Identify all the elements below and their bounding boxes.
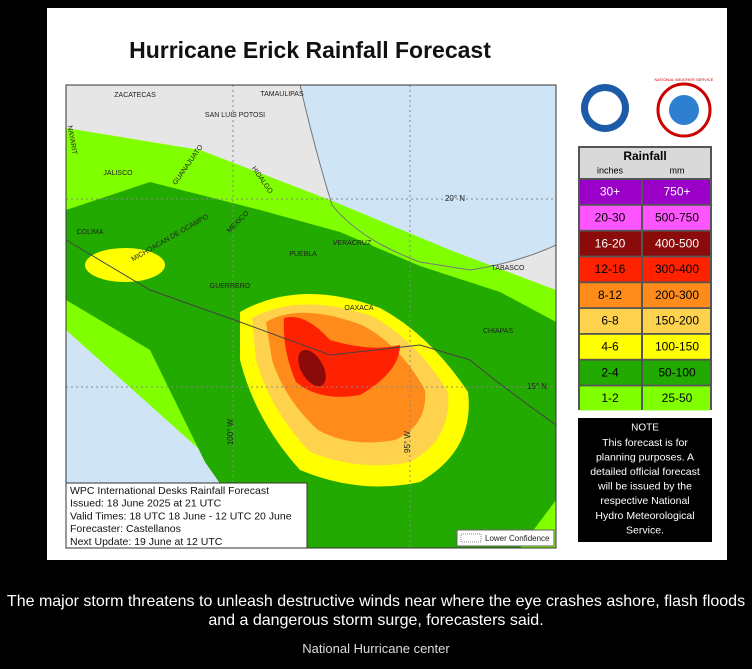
legend-swatch [643,231,710,256]
legend-mm: 25-50 [662,391,693,405]
legend-mm: 500-750 [655,210,699,224]
legend-inches: 4-6 [601,339,619,353]
legend-mm: 400-500 [655,236,699,250]
map-label: ZACATECAS [114,92,156,99]
map: ZACATECAS TAMAULIPAS SAN LUIS POTOSI NAY… [65,84,557,549]
legend-mm: 100-150 [655,339,699,353]
note-line: respective National [600,495,689,507]
legend-swatch [643,386,710,411]
legend-swatch [580,283,641,308]
info-line: Forecaster: Castellanos [70,523,181,535]
legend-mm: 50-100 [658,365,696,379]
legend-inches: 6-8 [601,314,619,328]
note-line: planning purposes. A [596,451,694,463]
legend-swatch [580,231,641,256]
legend-mm: 750+ [663,185,690,199]
legend-inches: 2-4 [601,365,619,379]
legend-swatch [643,360,710,385]
latitude-label: 20° N [445,194,465,203]
legend-inches: 30+ [600,185,620,199]
map-label: JALISCO [103,170,133,177]
note-line: detailed official forecast [590,466,700,478]
legend-swatch [643,334,710,359]
caption: The major storm threatens to unleash des… [6,593,746,629]
legend-mm: 300-400 [655,262,699,276]
latitude-label: 15° N [527,382,547,391]
map-label: TAMAULIPAS [260,91,304,98]
legend-swatch [643,257,710,282]
map-label: CHIAPAS [483,328,514,335]
note-line: Service. [626,524,664,536]
noaa-logo-text: NOAA [596,94,614,100]
info-line: Issued: 18 June 2025 at 21 UTC [70,498,222,510]
note-line: Hydro Meteorological [595,510,694,522]
note-line: will be issued by the [597,481,692,493]
nws-logo-text: NATIONAL WEATHER SERVICE [655,77,714,82]
legend-title: Rainfall [623,149,666,163]
legend-unit: inches [597,165,624,175]
credit: National Hurricane center [302,641,450,656]
legend-mm: 150-200 [655,314,699,328]
map-label: GUERRERO [210,283,251,290]
legend-swatch [580,180,641,204]
legend-swatch [643,283,710,308]
legend-inches: 8-12 [598,288,622,302]
legend: Rainfall inches mm 30+ 750+ 20-30 500-750 16… [578,146,712,411]
legend-swatch [580,205,641,230]
confidence-label: Lower Confidence [485,534,550,543]
legend-swatch [643,205,710,230]
legend-swatch [643,309,710,333]
legend-inches: 20-30 [595,210,626,224]
info-line: WPC International Desks Rainfall Forecas… [70,485,269,497]
legend-swatch [643,180,710,204]
longitude-label: 95° W [403,431,412,453]
note: NOTE This forecast is for planning purpos… [578,418,712,542]
legend-swatch [580,386,641,411]
map-label: SAN LUIS POTOSI [205,112,265,119]
map-label: OAXACA [344,305,374,312]
info-box [65,482,308,549]
note-title: NOTE [631,423,659,434]
note-line: This forecast is for [602,437,688,449]
info-line: Next Update: 19 June at 12 UTC [70,536,223,548]
map-label: TABASCO [492,265,525,272]
legend-unit: mm [670,165,685,175]
legend-inches: 1-2 [601,391,619,405]
legend-inches: 16-20 [595,236,626,250]
legend-inches: 12-16 [595,262,626,276]
map-label: VERACRUZ [333,240,372,247]
info-line: Valid Times: 18 UTC 18 June - 12 UTC 20 … [70,510,292,522]
logos: NOAA NATIONAL WEATHER SERVICE [581,77,714,138]
legend-swatch [580,309,641,333]
legend-swatch [580,334,641,359]
forecast-graphic: Hurricane Erick Rainfall Forecast ZACATE… [47,8,727,560]
legend-mm: 200-300 [655,288,699,302]
longitude-label: 100° W [226,418,235,445]
map-label: PUEBLA [289,251,317,258]
legend-swatch [580,257,641,282]
title: Hurricane Erick Rainfall Forecast [129,37,491,63]
legend-swatch [580,360,641,385]
map-label: COLIMA [77,229,104,236]
